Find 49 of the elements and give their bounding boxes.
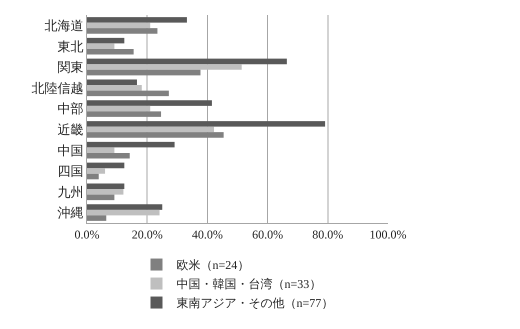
bar	[87, 121, 326, 127]
bar	[87, 132, 224, 138]
legend-label: 東南アジア・その他（n=77）	[176, 296, 334, 310]
bar	[87, 70, 200, 76]
bar	[87, 152, 130, 159]
y-tick-label: 北海道	[44, 18, 84, 33]
y-tick-label: 九州	[57, 184, 84, 200]
y-tick-label: 北陸信越	[31, 80, 84, 96]
bar	[87, 210, 160, 216]
bar	[87, 111, 162, 117]
bar	[87, 28, 158, 34]
bar	[87, 22, 150, 28]
bar	[87, 168, 106, 174]
bar	[87, 162, 124, 168]
bar	[87, 43, 114, 49]
y-tick-label: 四国	[57, 164, 84, 179]
x-tick-label: 100.0%	[370, 227, 406, 242]
bar	[87, 194, 114, 200]
bar	[87, 38, 124, 44]
legend-label: 欧米（n=24）	[176, 258, 250, 272]
bar	[87, 215, 106, 221]
x-tick-label: 80.0%	[312, 227, 344, 242]
legend-label: 中国・韓国・台湾（n=33）	[176, 277, 322, 292]
bar	[87, 142, 175, 148]
bar	[87, 48, 134, 55]
bar	[87, 189, 124, 195]
x-tick-label: 20.0%	[132, 227, 163, 242]
y-tick-label: 東北	[57, 38, 84, 54]
bar	[87, 85, 142, 91]
bar	[87, 58, 287, 64]
bar	[87, 147, 114, 153]
y-tick-label: 中部	[57, 101, 84, 116]
y-tick-label: 沖縄	[57, 205, 84, 220]
y-tick-label: 中国	[57, 142, 84, 158]
bar	[87, 64, 242, 70]
bar	[87, 100, 212, 106]
y-tick-label: 関東	[57, 60, 84, 75]
x-tick-label: 60.0%	[252, 227, 284, 242]
bar	[87, 79, 137, 86]
bar	[87, 17, 187, 23]
bar	[87, 174, 99, 180]
y-tick-label: 近畿	[57, 122, 84, 137]
bar	[87, 126, 214, 132]
bar	[87, 106, 150, 112]
bar	[87, 183, 124, 190]
x-tick-label: 0.0%	[74, 227, 100, 242]
x-tick-label: 40.0%	[192, 227, 223, 242]
bar	[87, 204, 162, 210]
bar	[87, 90, 169, 96]
